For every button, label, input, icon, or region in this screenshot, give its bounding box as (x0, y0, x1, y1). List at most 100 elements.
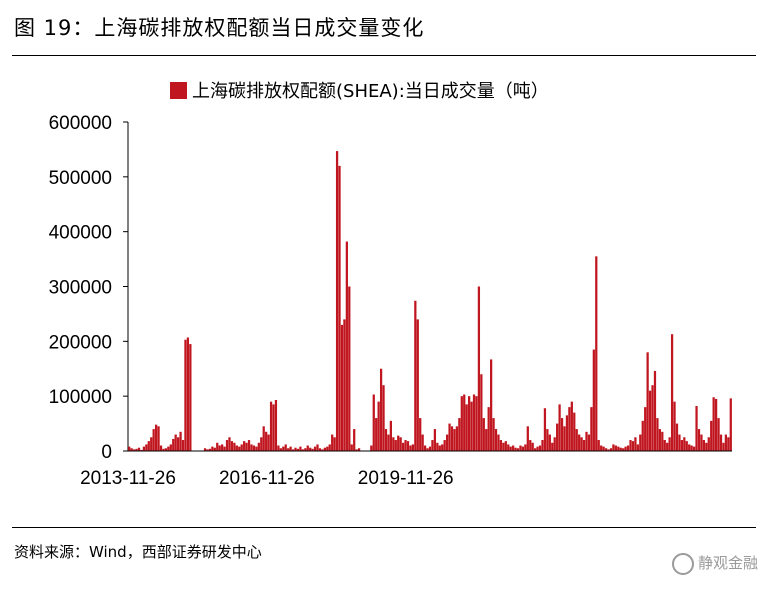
bar (658, 429, 661, 451)
bar (585, 431, 588, 451)
bar (490, 359, 493, 451)
x-tick-label: 2019-11-26 (358, 468, 454, 489)
bar (624, 446, 627, 451)
bar (651, 385, 654, 451)
bar (580, 437, 583, 451)
bar (309, 447, 312, 451)
bar (492, 418, 495, 451)
bar (279, 448, 282, 451)
legend-swatch (170, 82, 187, 99)
bar (132, 449, 136, 451)
bar (128, 446, 131, 451)
x-tick-label: 2016-11-26 (219, 468, 315, 489)
bar (465, 404, 468, 451)
bar (617, 446, 620, 451)
bar (323, 447, 326, 451)
bar (186, 337, 190, 451)
bar (553, 437, 556, 451)
bar (394, 440, 397, 451)
bar (494, 429, 498, 451)
bar (145, 444, 148, 451)
bar (705, 442, 708, 451)
bar (147, 441, 150, 451)
bar (294, 447, 297, 451)
bar (695, 406, 698, 451)
bar (497, 434, 500, 451)
bar (578, 434, 581, 451)
bar (626, 445, 630, 451)
bar (426, 448, 429, 451)
bar (514, 447, 517, 451)
bottom-rule (12, 527, 756, 528)
bar (159, 445, 163, 451)
bar (184, 339, 187, 451)
bar (538, 445, 542, 451)
bar (203, 448, 207, 451)
bar (243, 441, 246, 451)
y-tick-label: 400000 (49, 223, 112, 244)
bar (712, 397, 715, 451)
bar (641, 420, 644, 451)
bar (431, 440, 434, 451)
bar (225, 440, 229, 451)
bar (416, 319, 419, 451)
watermark: 静观金融 (671, 552, 758, 575)
bar (154, 424, 158, 451)
bar (340, 324, 344, 451)
bar (700, 434, 703, 451)
bar (262, 426, 265, 451)
bar (648, 390, 652, 451)
bar (353, 429, 356, 451)
bar (573, 412, 576, 451)
figure-title: 图 19：上海碳排放权配额当日成交量变化 (14, 16, 425, 40)
bar (399, 437, 402, 451)
bar (162, 448, 165, 451)
bar (536, 446, 539, 451)
bar (252, 445, 256, 451)
bar (331, 434, 334, 451)
bar (436, 442, 439, 451)
bar (257, 442, 260, 451)
bar (597, 440, 600, 451)
bar (551, 442, 554, 451)
bar (683, 437, 686, 451)
bar (438, 445, 441, 451)
bar (717, 418, 720, 451)
bar (181, 440, 185, 451)
bar (265, 431, 268, 451)
bar (284, 444, 287, 451)
bar (521, 446, 525, 451)
y-tick-label: 200000 (49, 332, 112, 353)
bar (299, 446, 302, 451)
bar (230, 441, 234, 451)
bar (670, 334, 674, 451)
bar (406, 441, 410, 451)
bar (318, 448, 322, 451)
bar (135, 448, 138, 451)
bar (379, 368, 383, 451)
bar (524, 444, 527, 451)
bar (343, 319, 346, 451)
bar (487, 407, 490, 451)
bar (661, 431, 664, 451)
bar (504, 441, 507, 451)
bar (216, 442, 219, 451)
bar (255, 446, 258, 451)
bar (450, 426, 454, 451)
bar (355, 449, 358, 451)
bar (174, 434, 177, 451)
bar (419, 418, 422, 451)
bar (653, 370, 657, 451)
bar (137, 447, 141, 451)
bar (541, 440, 544, 451)
bar (673, 401, 676, 451)
bar (622, 448, 625, 451)
bar (587, 434, 591, 451)
bar (680, 440, 683, 451)
bar (306, 445, 309, 451)
bar (531, 442, 534, 451)
bar (235, 445, 238, 451)
bar (636, 444, 639, 451)
y-tick-label: 300000 (49, 278, 112, 299)
bar (372, 394, 375, 451)
